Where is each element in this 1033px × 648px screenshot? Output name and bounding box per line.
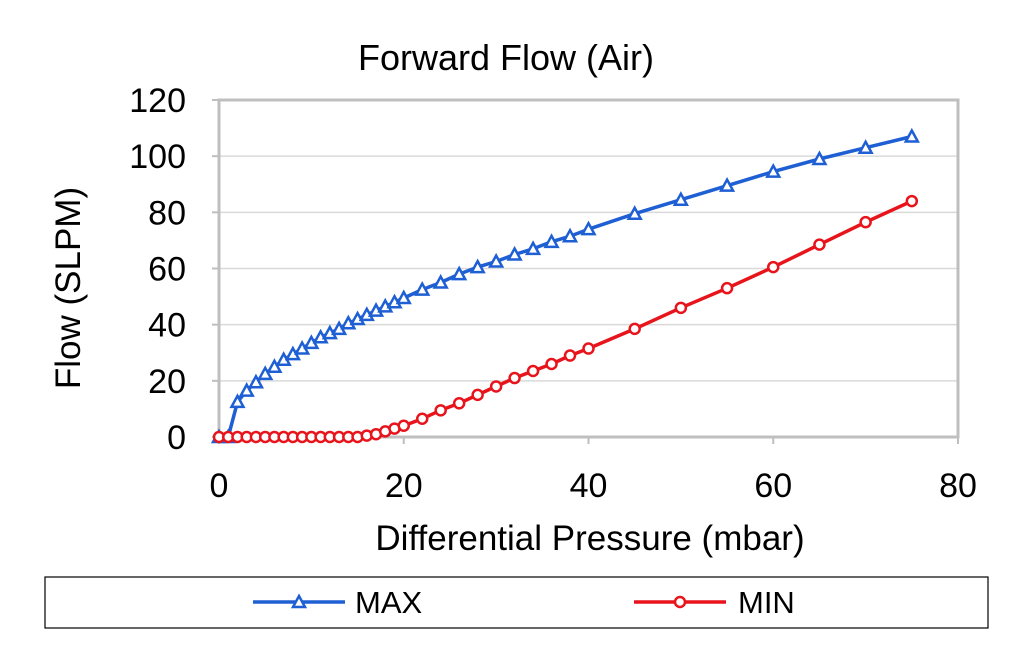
data-point-min <box>582 342 595 355</box>
data-point-max <box>414 280 431 296</box>
data-point-max <box>811 150 828 166</box>
legend-label-min: MIN <box>738 585 795 620</box>
x-tick-label: 20 <box>385 467 423 505</box>
legend-label-max: MAX <box>355 585 423 620</box>
data-point-min <box>813 238 826 251</box>
x-axis-ticks: 0 20 40 60 80 <box>210 437 977 505</box>
data-point-max <box>395 289 412 305</box>
data-point-max <box>903 127 920 143</box>
data-point-min <box>628 322 641 336</box>
series-line-max <box>219 134 913 439</box>
data-point-max <box>543 233 560 249</box>
y-tick-label: 60 <box>148 251 186 289</box>
data-point-max <box>257 365 274 381</box>
data-point-min <box>489 380 503 393</box>
series-layer <box>210 127 920 444</box>
data-point-min <box>674 301 688 315</box>
data-point-min <box>859 215 872 229</box>
data-point-max <box>451 265 468 281</box>
data-point-max <box>561 227 579 243</box>
data-point-min <box>563 349 577 362</box>
legend-item-min: MIN <box>634 585 795 620</box>
y-tick-label: 120 <box>129 82 186 120</box>
data-point-min <box>452 397 466 410</box>
data-point-min <box>471 388 484 402</box>
x-tick-label: 60 <box>754 467 792 505</box>
data-point-max <box>857 139 874 154</box>
data-point-min <box>905 194 919 208</box>
legend-marker-min <box>673 595 687 609</box>
x-tick-label: 0 <box>210 467 229 505</box>
y-tick-label: 20 <box>148 363 186 401</box>
gridlines <box>219 155 958 382</box>
data-point-min <box>767 260 780 274</box>
data-point-max <box>238 382 255 397</box>
data-point-min <box>508 371 521 385</box>
data-point-max <box>432 273 449 289</box>
data-point-max <box>524 240 542 256</box>
data-point-max <box>266 358 283 374</box>
data-point-max <box>718 177 736 192</box>
y-axis-label: Flow (SLPM) <box>49 187 88 389</box>
legend: MAX MIN <box>44 576 989 629</box>
series-min <box>212 194 919 444</box>
data-point-max <box>488 252 505 268</box>
data-point-min <box>415 412 429 425</box>
data-point-max <box>247 373 265 389</box>
chart-title: Forward Flow (Air) <box>358 37 654 78</box>
data-point-min <box>545 357 558 371</box>
data-point-max <box>506 245 523 261</box>
data-point-min <box>526 364 540 378</box>
data-point-max <box>229 393 246 409</box>
data-point-min <box>434 404 447 417</box>
data-point-min <box>397 419 410 433</box>
data-point-max <box>765 163 782 178</box>
y-tick-label: 0 <box>167 419 186 457</box>
y-axis-ticks: 0 20 40 60 80 100 120 <box>129 82 219 457</box>
series-max <box>210 127 920 444</box>
data-point-max <box>626 205 643 220</box>
x-tick-label: 40 <box>570 467 608 505</box>
x-tick-label: 80 <box>939 467 977 505</box>
data-point-min <box>720 281 734 295</box>
legend-marker-max <box>290 593 308 609</box>
y-tick-label: 80 <box>148 194 186 232</box>
legend-box <box>44 576 989 629</box>
data-point-max <box>672 191 689 206</box>
legend-item-max: MAX <box>253 585 423 620</box>
y-tick-label: 40 <box>148 307 186 345</box>
data-point-max <box>580 220 597 236</box>
data-point-max <box>469 258 486 274</box>
x-axis-label: Differential Pressure (mbar) <box>375 519 804 558</box>
y-tick-label: 100 <box>129 138 186 176</box>
